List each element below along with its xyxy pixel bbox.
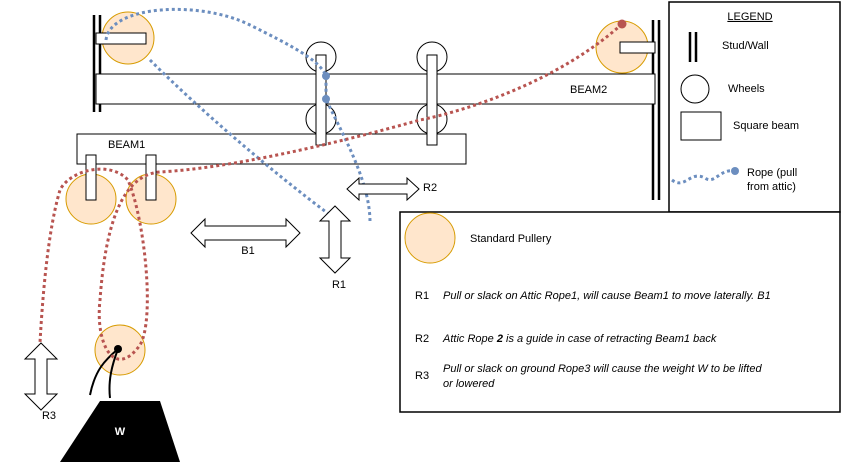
note-key: R2	[415, 333, 429, 345]
arrow-label: R1	[332, 279, 346, 291]
note-key: R1	[415, 290, 429, 302]
note-key: R3	[415, 370, 429, 382]
ropes	[36, 7, 627, 389]
beam-label: BEAM2	[570, 84, 607, 96]
legend-label: Stud/Wall	[722, 40, 769, 52]
legend: LEGEND Stud/Wall Wheels Square beam Rope…	[668, 1, 841, 240]
note-text: Pull or slack on Attic Rope1, will cause…	[443, 290, 771, 302]
text-part: is a guide in case of retracting Beam1 b…	[503, 333, 717, 345]
note-text: or lowered	[443, 378, 495, 390]
note-text: Attic Rope 2 is a guide in case of retra…	[442, 333, 717, 345]
arrows	[23, 176, 420, 411]
arrow-label: R2	[423, 182, 437, 194]
arrow-label: R3	[42, 410, 56, 422]
legend-label: from attic)	[747, 181, 796, 193]
legend-label: Square beam	[733, 120, 799, 132]
weight-label: W	[115, 426, 126, 438]
note-text: Pull or slack on ground Rope3 will cause…	[443, 363, 762, 375]
notes-box: Standard Pullery R1 Pull or slack on Att…	[399, 211, 841, 413]
text-part: 2	[496, 333, 503, 345]
beam-label: BEAM1	[108, 139, 145, 151]
structure	[60, 11, 661, 462]
note-label: Standard Pullery	[470, 233, 552, 245]
legend-title: LEGEND	[727, 11, 772, 23]
arrow-label: B1	[241, 245, 254, 257]
legend-label: Rope (pull	[747, 167, 797, 179]
text-part: Attic Rope	[442, 333, 497, 345]
legend-label: Wheels	[728, 83, 765, 95]
